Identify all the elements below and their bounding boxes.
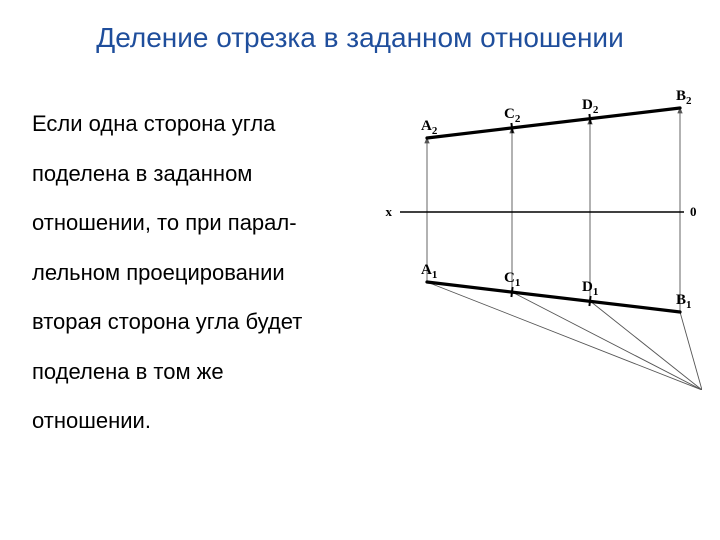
page-title: Деление отрезка в заданном отношении	[0, 0, 720, 54]
svg-text:B2: B2	[676, 90, 692, 107]
para-line: Если одна сторона угла	[32, 110, 362, 138]
svg-text:A2: A2	[421, 118, 438, 137]
para-line: отношении.	[32, 407, 362, 435]
svg-text:B1: B1	[676, 292, 692, 311]
para-line: лельном проецировании	[32, 259, 362, 287]
svg-text:A1: A1	[421, 262, 437, 281]
body-text: Если одна сторона угла поделена в заданн…	[32, 110, 362, 457]
svg-text:0: 0	[690, 204, 697, 219]
projection-diagram: x0A2C2D2B2A1C1D1B1	[382, 90, 702, 390]
svg-text:C2: C2	[504, 106, 521, 125]
para-line: отношении, то при парал-	[32, 209, 362, 237]
svg-text:x: x	[386, 204, 393, 219]
svg-text:D2: D2	[582, 97, 599, 116]
para-line: поделена в заданном	[32, 160, 362, 188]
para-line: вторая сторона угла будет	[32, 308, 362, 336]
para-line: поделена в том же	[32, 358, 362, 386]
